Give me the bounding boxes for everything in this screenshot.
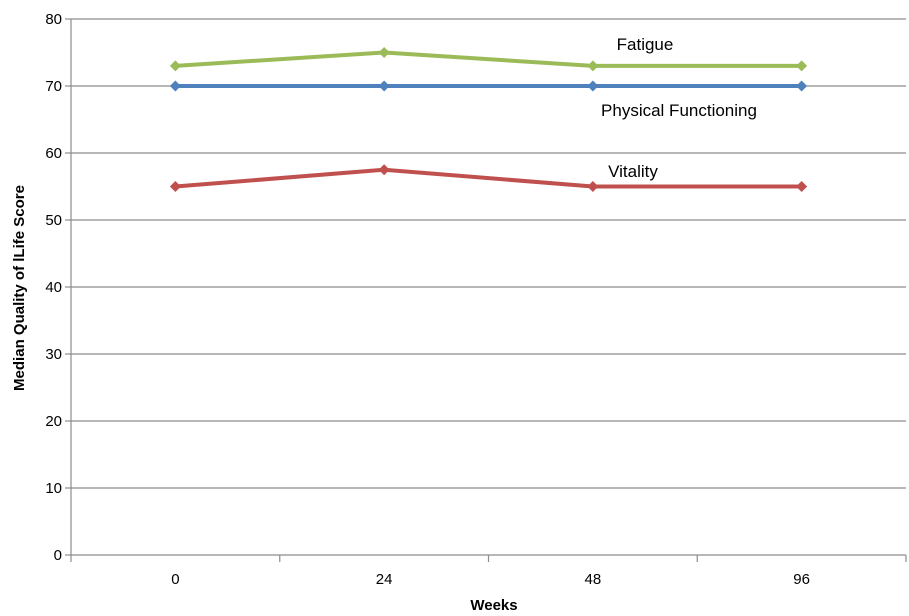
- x-tick-label: 24: [376, 571, 393, 588]
- y-tick-label: 60: [45, 145, 62, 162]
- y-tick-label: 20: [45, 413, 62, 430]
- series-labels: Fatigue Physical Functioning Vitality: [601, 35, 757, 181]
- data-point-vitality: [169, 181, 181, 192]
- x-tick-label: 48: [585, 571, 602, 588]
- y-tick-label: 10: [45, 480, 62, 497]
- series-label-physical-functioning: Physical Functioning: [601, 101, 757, 120]
- series-line-vitality: [175, 167, 802, 189]
- data-point-vitality: [378, 164, 390, 176]
- data-point-fatigue: [587, 60, 599, 72]
- data-point-fatigue: [169, 60, 181, 72]
- data-point-physical-functioning: [169, 80, 181, 92]
- data-point-physical-functioning: [587, 80, 599, 92]
- axes: [65, 18, 907, 562]
- series-group: [169, 47, 808, 192]
- series-label-fatigue: Fatigue: [617, 35, 674, 54]
- x-axis-title: Weeks: [470, 597, 517, 614]
- y-tick-labels: 0 10 20 30 40 50 60 70 80: [45, 11, 62, 564]
- data-point-physical-functioning: [796, 80, 808, 92]
- x-tick-label: 0: [171, 571, 179, 588]
- x-tick-labels: 0 24 48 96: [171, 571, 810, 588]
- y-tick-label: 50: [45, 212, 62, 229]
- data-point-physical-functioning: [378, 80, 390, 92]
- data-point-fatigue: [796, 60, 808, 72]
- data-point-vitality: [587, 181, 599, 192]
- series-label-vitality: Vitality: [608, 162, 658, 181]
- series-line-fatigue: [175, 50, 802, 68]
- y-tick-label: 0: [54, 547, 62, 564]
- y-axis-title: Median Quality of lLife Score: [11, 185, 28, 391]
- x-tick-label: 96: [793, 571, 810, 588]
- y-tick-label: 70: [45, 78, 62, 95]
- y-tick-label: 30: [45, 346, 62, 363]
- y-tick-label: 40: [45, 279, 62, 296]
- gridlines: [71, 18, 906, 489]
- data-point-vitality: [796, 181, 808, 192]
- y-tick-label: 80: [45, 11, 62, 28]
- data-point-fatigue: [378, 47, 390, 58]
